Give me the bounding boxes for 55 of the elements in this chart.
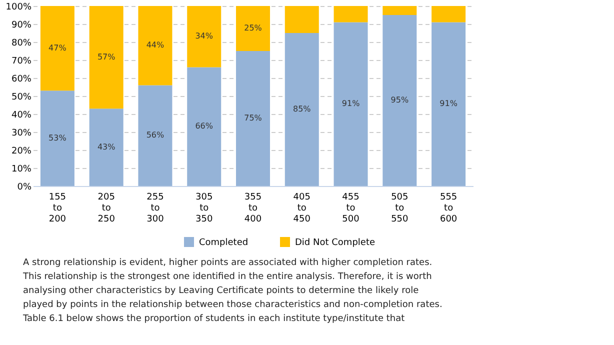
x-tick-label: 255 to 300 <box>146 192 164 224</box>
bar <box>284 33 319 186</box>
data-label: 47% <box>48 43 67 52</box>
x-tick-label: 155 to 200 <box>48 192 66 224</box>
y-tick-label: 10% <box>11 164 32 174</box>
bar <box>334 22 368 186</box>
data-label: 85% <box>293 104 312 114</box>
bar <box>432 6 466 22</box>
x-tick-label: 505 to 550 <box>391 192 409 224</box>
data-label: 57% <box>97 52 116 62</box>
x-tick-label: 455 to 500 <box>342 192 360 224</box>
data-label: 25% <box>244 24 262 32</box>
bar <box>432 22 466 186</box>
data-label: 95% <box>390 96 409 104</box>
x-tick-label: 305 to 350 <box>196 192 213 224</box>
y-tick-label: 30% <box>11 128 32 138</box>
bar <box>40 6 74 91</box>
data-label: 56% <box>146 130 165 140</box>
bar <box>138 6 172 86</box>
data-label: 44% <box>146 40 165 50</box>
y-tick-label: 90% <box>11 20 32 30</box>
bar <box>40 90 74 186</box>
data-label: 75% <box>244 114 262 122</box>
data-label: 43% <box>97 142 116 152</box>
data-label: 53% <box>48 133 67 142</box>
y-tick-label: 80% <box>11 38 32 48</box>
bar <box>89 6 124 109</box>
y-tick-label: 0% <box>17 182 32 192</box>
y-tick-label: 50% <box>11 92 32 102</box>
data-label: 34% <box>195 32 214 41</box>
y-tick-label: 60% <box>11 74 32 84</box>
data-label: 91% <box>440 99 458 108</box>
text: A strong relationship is evident, higher points are associated with higher completion rates. This relationship is the strongest one identified in the entire analysis. Therefore, it is worth analysing other characteristics by Leaving Certificate points to determine the likely role played by points in the relationship between those characteristics and non-completion rates. Table 6.1 below shows the proportion of students in each institute type/institute that <box>22 258 442 324</box>
data-label: 91% <box>342 99 360 108</box>
bar <box>334 6 368 22</box>
bar <box>187 6 222 68</box>
bar <box>236 51 270 186</box>
data-label: 66% <box>195 122 214 131</box>
legend-label: Did Not Complete <box>295 238 376 248</box>
bar <box>236 6 270 51</box>
bar <box>187 67 222 186</box>
x-tick-label: 355 to 400 <box>244 192 262 224</box>
y-tick-label: 100% <box>6 2 32 12</box>
bar <box>284 6 319 33</box>
bar <box>382 15 417 186</box>
x-tick-label: 555 to 600 <box>440 192 458 224</box>
x-tick-label: 405 to 450 <box>293 192 311 224</box>
bar <box>138 85 172 186</box>
y-tick-label: 40% <box>11 110 32 120</box>
bar <box>382 6 417 15</box>
x-tick-label: 205 to 250 <box>98 192 116 224</box>
y-tick-label: 20% <box>11 146 32 156</box>
y-tick-label: 70% <box>11 56 32 66</box>
legend-label: Completed <box>199 238 248 248</box>
bar <box>89 108 124 186</box>
